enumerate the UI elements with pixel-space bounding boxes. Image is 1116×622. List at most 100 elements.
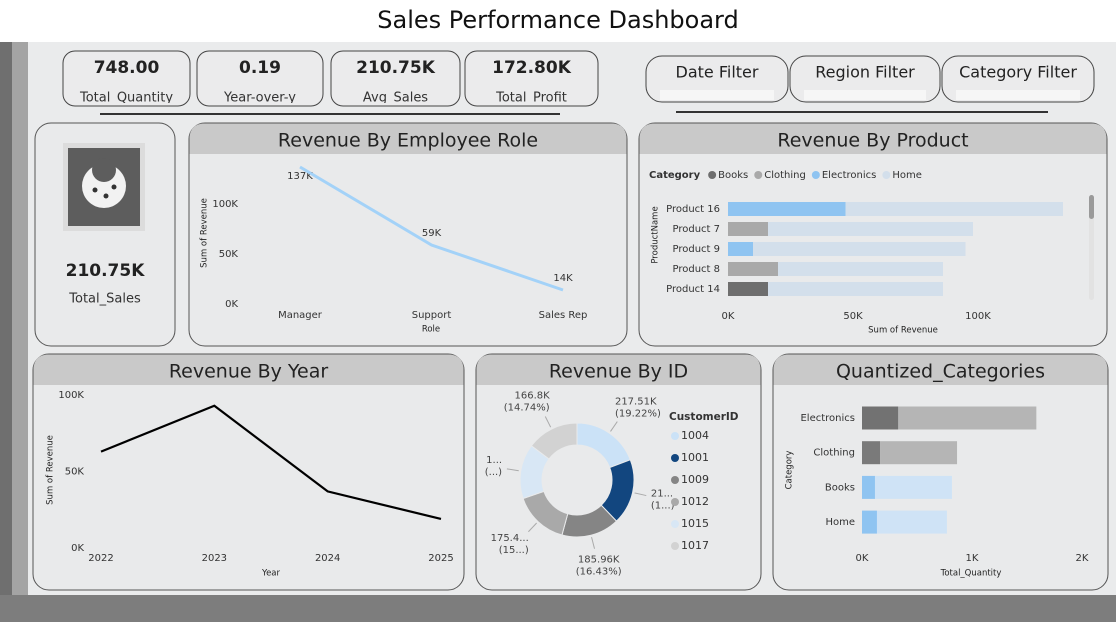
filter-dropdown [956, 90, 1080, 100]
data-label: (16.43%) [576, 566, 622, 577]
x-tick-label: 100K [965, 311, 991, 322]
x-tick-label: 2K [1076, 553, 1089, 564]
leader-line [506, 468, 519, 472]
leader-line [544, 416, 552, 428]
card-value: 210.75K [66, 261, 146, 281]
legend-label: 1017 [681, 539, 709, 552]
kpi-value: 0.19 [239, 58, 281, 78]
legend-swatch [671, 542, 679, 550]
bar-segment [845, 202, 1063, 216]
bar-segment [753, 242, 966, 256]
x-tick-label: 0K [856, 553, 869, 564]
legend-swatch [671, 454, 679, 462]
x-tick-label: Manager [278, 310, 323, 321]
kpi-label: Total_Quantity [79, 91, 173, 106]
panel [32, 353, 465, 591]
y-axis-title: Sum of Revenue [200, 198, 210, 268]
data-label: 175.4... [491, 533, 529, 544]
panel [188, 122, 628, 347]
legend-swatch [671, 476, 679, 484]
data-label: 59K [422, 228, 442, 239]
y-tick-label: Home [825, 517, 855, 528]
page-title: Sales Performance Dashboard [377, 6, 738, 34]
leader-line [528, 522, 537, 533]
legend-title: Category [649, 170, 701, 181]
bar-segment [876, 510, 947, 534]
panel-header [773, 354, 1108, 385]
legend-label: 1015 [681, 517, 709, 530]
filter-dropdown [660, 90, 774, 100]
bar-segment [880, 441, 958, 465]
legend-label: 1004 [681, 429, 709, 442]
y-tick-label: Electronics [800, 413, 855, 424]
legend-label: Books [718, 170, 748, 181]
legend-label: 1012 [681, 495, 709, 508]
data-label: (19.22%) [615, 409, 661, 420]
x-tick-label: 50K [843, 311, 863, 322]
legend-swatch [671, 432, 679, 440]
bar-segment [728, 282, 768, 296]
legend-title: CustomerID [669, 411, 739, 423]
logo-dot [103, 193, 109, 199]
chart-title: Revenue By Product [777, 130, 968, 152]
legend-swatch [708, 171, 717, 179]
chart-title: Revenue By ID [549, 361, 688, 383]
legend-swatch [882, 171, 891, 179]
title-bar [0, 0, 1116, 42]
y-tick-label: 0K [71, 543, 84, 554]
logo-cookie [82, 164, 126, 208]
data-label: 1... [486, 455, 502, 466]
x-tick-label: 2022 [88, 553, 113, 564]
x-tick-label: 0K [722, 311, 735, 322]
bar-segment [874, 475, 952, 499]
data-label: (1...) [651, 500, 675, 511]
data-label: 14K [553, 273, 573, 284]
y-tick-label: 0K [225, 299, 238, 310]
kpi-card [62, 50, 191, 107]
y-tick-label: 100K [212, 199, 238, 210]
legend-swatch [754, 171, 763, 179]
y-tick-label: Product 9 [672, 244, 720, 255]
kpi-label: Year-over-y [223, 91, 296, 106]
legend-swatch [671, 520, 679, 528]
legend-label: Home [892, 170, 922, 181]
scrollbar-track [1089, 195, 1094, 300]
chart-title: Revenue By Employee Role [278, 130, 538, 152]
bar-segment [728, 202, 846, 216]
x-tick-label: 2024 [315, 553, 340, 564]
kpi-value: 172.80K [492, 58, 572, 78]
legend-label: 1009 [681, 473, 709, 486]
filter-label[interactable]: Category Filter [959, 63, 1077, 82]
bar-segment [862, 510, 877, 534]
x-tick-label: Support [412, 310, 452, 321]
bar-segment [862, 475, 875, 499]
bar-segment [898, 406, 1037, 430]
filter-label[interactable]: Date Filter [676, 63, 759, 82]
y-tick-label: Clothing [813, 448, 855, 459]
x-tick-label: 2025 [428, 553, 453, 564]
x-tick-label: Sales Rep [539, 310, 588, 321]
bar-segment [862, 406, 899, 430]
y-tick-label: 50K [219, 249, 239, 260]
data-label: (14.74%) [504, 402, 550, 413]
leader-line [610, 421, 618, 432]
bar-segment [728, 262, 778, 276]
logo-bite [92, 158, 116, 182]
y-axis-title: ProductName [651, 206, 661, 263]
card-label: Total_Sales [68, 292, 141, 307]
logo-dot [92, 187, 98, 193]
frame-bottom [0, 595, 1116, 622]
y-tick-label: Product 7 [672, 224, 720, 235]
x-tick-label: 1K [966, 553, 979, 564]
filter-label[interactable]: Region Filter [815, 63, 915, 82]
data-label: (...) [485, 467, 502, 478]
x-axis-title: Sum of Revenue [868, 326, 938, 336]
frame-left-inner [12, 42, 28, 595]
data-label: 166.8K [515, 390, 551, 401]
scrollbar-thumb[interactable] [1089, 195, 1094, 219]
panel [772, 353, 1109, 591]
data-label: 137K [287, 171, 313, 182]
chart-title: Revenue By Year [169, 361, 329, 383]
data-label: 217.51K [615, 397, 657, 408]
